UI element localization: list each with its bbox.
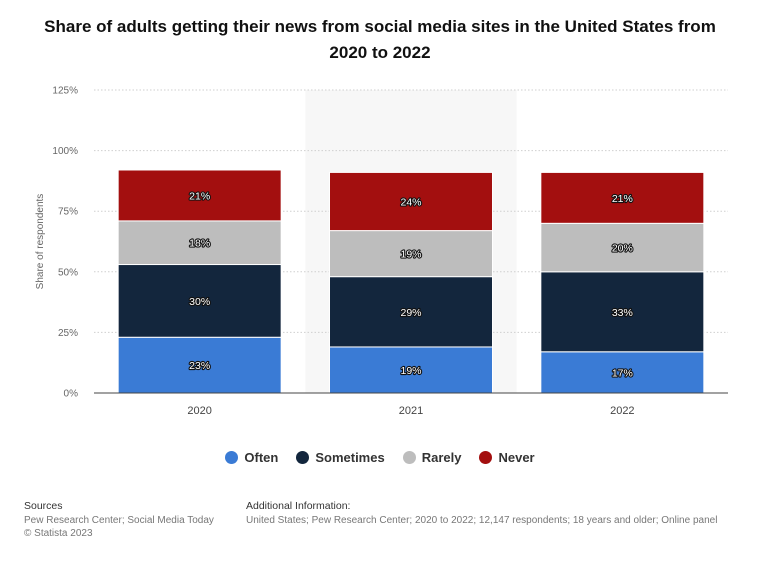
y-axis-title: Share of respondents: [35, 194, 46, 290]
legend-label-sometimes: Sometimes: [315, 450, 385, 465]
chart-title: Share of adults getting their news from …: [44, 17, 716, 62]
legend-item-sometimes[interactable]: Sometimes: [296, 450, 385, 465]
data-label: 17%: [612, 367, 633, 379]
legend: Often Sometimes Rarely Never: [0, 450, 760, 465]
bar-segment-often: [329, 346, 493, 394]
data-label: 30%: [189, 296, 210, 308]
y-tick-label: 75%: [58, 207, 78, 218]
bar-segment-often: [117, 336, 282, 394]
bar-segment-rarely: [540, 222, 705, 273]
legend-swatch-never: [479, 451, 493, 464]
y-tick-label: 0%: [64, 389, 79, 400]
data-label: 20%: [612, 243, 633, 255]
data-label: 19%: [400, 365, 421, 377]
footer-additional-info: Additional Information: United States; P…: [246, 500, 717, 527]
bar-segment-sometimes: [117, 264, 282, 338]
sources-heading: Sources: [24, 500, 63, 512]
x-tick-label: 2022: [610, 405, 634, 417]
legend-swatch-rarely: [402, 451, 416, 464]
info-heading: Additional Information:: [246, 500, 351, 512]
y-tick-label: 25%: [58, 328, 78, 339]
bar-segment-never: [540, 171, 705, 224]
y-tick-label: 50%: [58, 267, 78, 278]
legend-swatch-sometimes: [296, 451, 310, 464]
legend-item-never[interactable]: Never: [479, 450, 535, 465]
bar-segment-never: [117, 169, 282, 222]
info-text: United States; Pew Research Center; 2020…: [246, 515, 718, 526]
footer-sources: Sources Pew Research Center; Social Medi…: [24, 500, 214, 540]
legend-label-rarely: Rarely: [421, 450, 462, 465]
chart-area: 0% 25% 50% 75% 100% 125% Share of respondents 2…: [35, 86, 728, 417]
x-tick-label: 2020: [187, 405, 211, 417]
x-tick-label: 2021: [399, 405, 423, 417]
y-tick-label: 125%: [52, 86, 78, 97]
y-tick-label: 100%: [52, 146, 78, 157]
sources-text[interactable]: Pew Research Center; Social Media Today: [24, 515, 214, 526]
legend-item-often[interactable]: Often: [225, 450, 278, 465]
legend-label-never: Never: [498, 450, 535, 465]
bar-segment-rarely: [117, 220, 282, 266]
data-label: 24%: [400, 197, 421, 209]
legend-item-rarely[interactable]: Rarely: [402, 450, 462, 465]
copyright-text: © Statista 2023: [24, 528, 93, 539]
data-label: 19%: [400, 249, 421, 261]
data-label: 18%: [189, 238, 210, 250]
data-label: 23%: [189, 360, 210, 372]
data-label: 33%: [612, 307, 633, 319]
legend-swatch-often: [225, 451, 239, 464]
data-label: 29%: [400, 307, 421, 319]
data-label: 21%: [612, 193, 633, 205]
legend-label-often: Often: [244, 450, 279, 465]
bar-segment-never: [329, 171, 493, 232]
bar-segment-sometimes: [540, 271, 705, 353]
data-label: 21%: [189, 190, 210, 202]
